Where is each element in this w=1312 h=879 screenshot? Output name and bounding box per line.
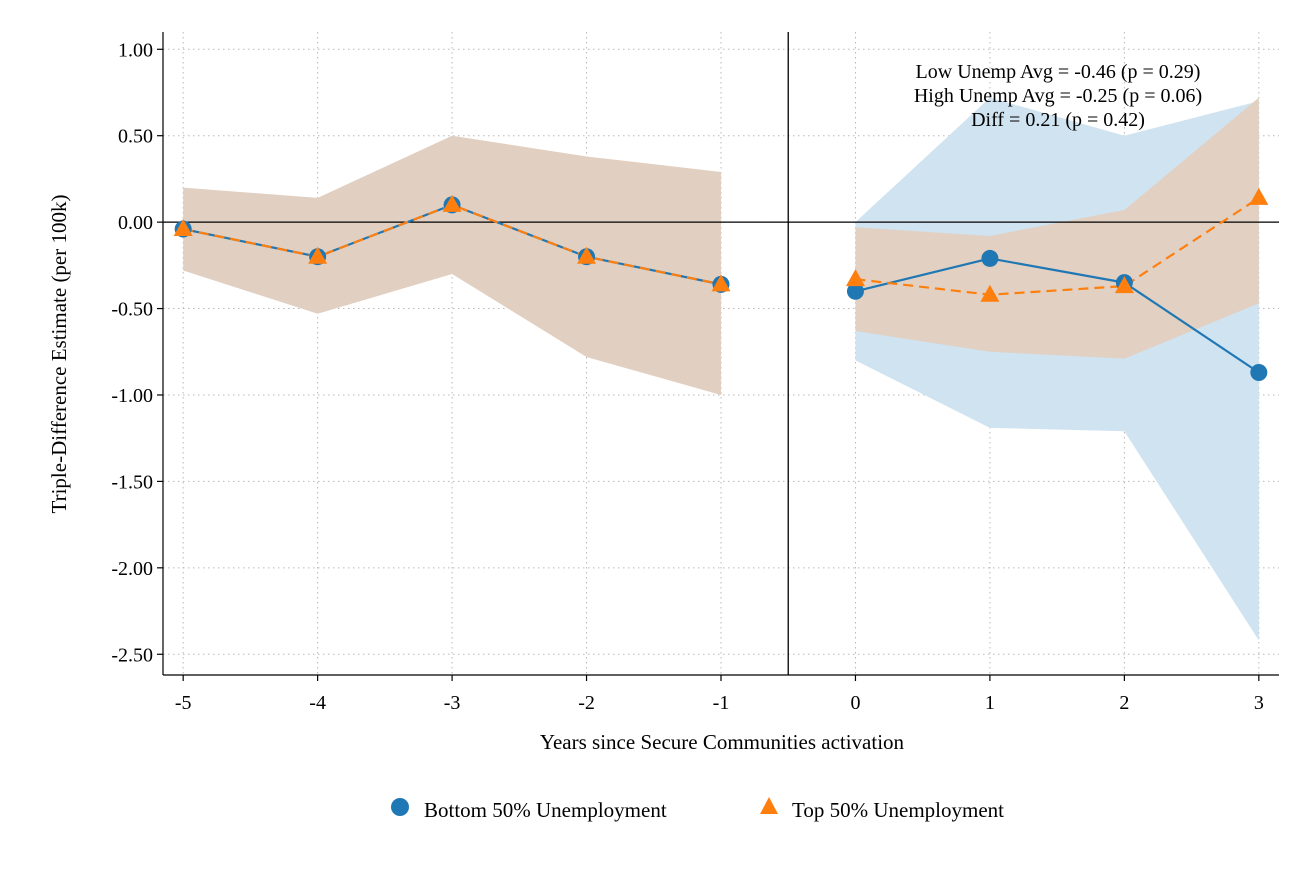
y-tick-label-5: -1.50 <box>111 471 153 493</box>
x-axis-title: Years since Secure Communities activatio… <box>540 730 905 754</box>
legend: Bottom 50% Unemployment Top 50% Unemploy… <box>391 797 1004 822</box>
legend-marker-bottom <box>391 798 409 816</box>
x-tick-label-4: -1 <box>713 692 730 714</box>
series-marker-layer <box>173 187 1269 382</box>
x-tick-label-2: -3 <box>444 692 461 714</box>
axes-layer: 1.00 0.50 0.00 -0.50 -1.00 -1.50 -2.00 -2.50 -5 -… <box>111 32 1279 714</box>
y-tick-label-6: -2.00 <box>111 558 153 580</box>
point-top-50-5 <box>845 269 865 287</box>
point-top-50-0 <box>173 219 193 237</box>
annotation-high-unemp: High Unemp Avg = -0.25 (p = 0.06) <box>914 85 1202 107</box>
point-top-50-1 <box>308 246 328 264</box>
y-tick-label-2: 0.00 <box>118 212 153 234</box>
x-tick-label-5: 0 <box>850 692 860 714</box>
point-top-50-3 <box>577 246 597 264</box>
series-line-top-50-post <box>855 197 1260 296</box>
confidence-band-layer <box>183 97 1259 641</box>
x-tick-label-8: 3 <box>1254 692 1264 714</box>
point-top-50-2 <box>442 194 462 212</box>
annotation-low-unemp: Low Unemp Avg = -0.46 (p = 0.29) <box>916 61 1201 83</box>
y-tick-label-0: 1.00 <box>118 39 153 61</box>
point-bottom-50-8 <box>1250 364 1268 382</box>
point-top-50-6 <box>980 284 1000 302</box>
x-tick-label-6: 1 <box>985 692 995 714</box>
reference-line-layer <box>163 32 1279 675</box>
legend-marker-top <box>760 797 778 814</box>
y-tick-label-3: -0.50 <box>111 299 153 321</box>
annotation-diff: Diff = 0.21 (p = 0.42) <box>971 109 1145 131</box>
legend-label-bottom: Bottom 50% Unemployment <box>424 798 667 822</box>
series-line-bottom-50-post <box>855 257 1260 374</box>
point-top-50-8 <box>1249 187 1269 205</box>
y-axis-title: Triple-Difference Estimate (per 100k) <box>47 195 71 514</box>
x-tick-label-1: -4 <box>309 692 326 714</box>
x-tick-label-7: 2 <box>1119 692 1129 714</box>
y-tick-label-7: -2.50 <box>111 644 153 666</box>
ci-band-pre-period <box>183 135 721 395</box>
point-top-50-4 <box>711 274 731 292</box>
ci-band-top-50 <box>855 97 1259 359</box>
legend-label-top: Top 50% Unemployment <box>792 798 1004 822</box>
x-tick-label-3: -2 <box>578 692 595 714</box>
point-top-50-7 <box>1114 276 1134 294</box>
point-bottom-50-5 <box>846 282 864 300</box>
point-bottom-50-6 <box>981 249 999 267</box>
x-tick-label-0: -5 <box>175 692 192 714</box>
y-tick-label-4: -1.00 <box>111 385 153 407</box>
y-tick-label-1: 0.50 <box>118 126 153 148</box>
